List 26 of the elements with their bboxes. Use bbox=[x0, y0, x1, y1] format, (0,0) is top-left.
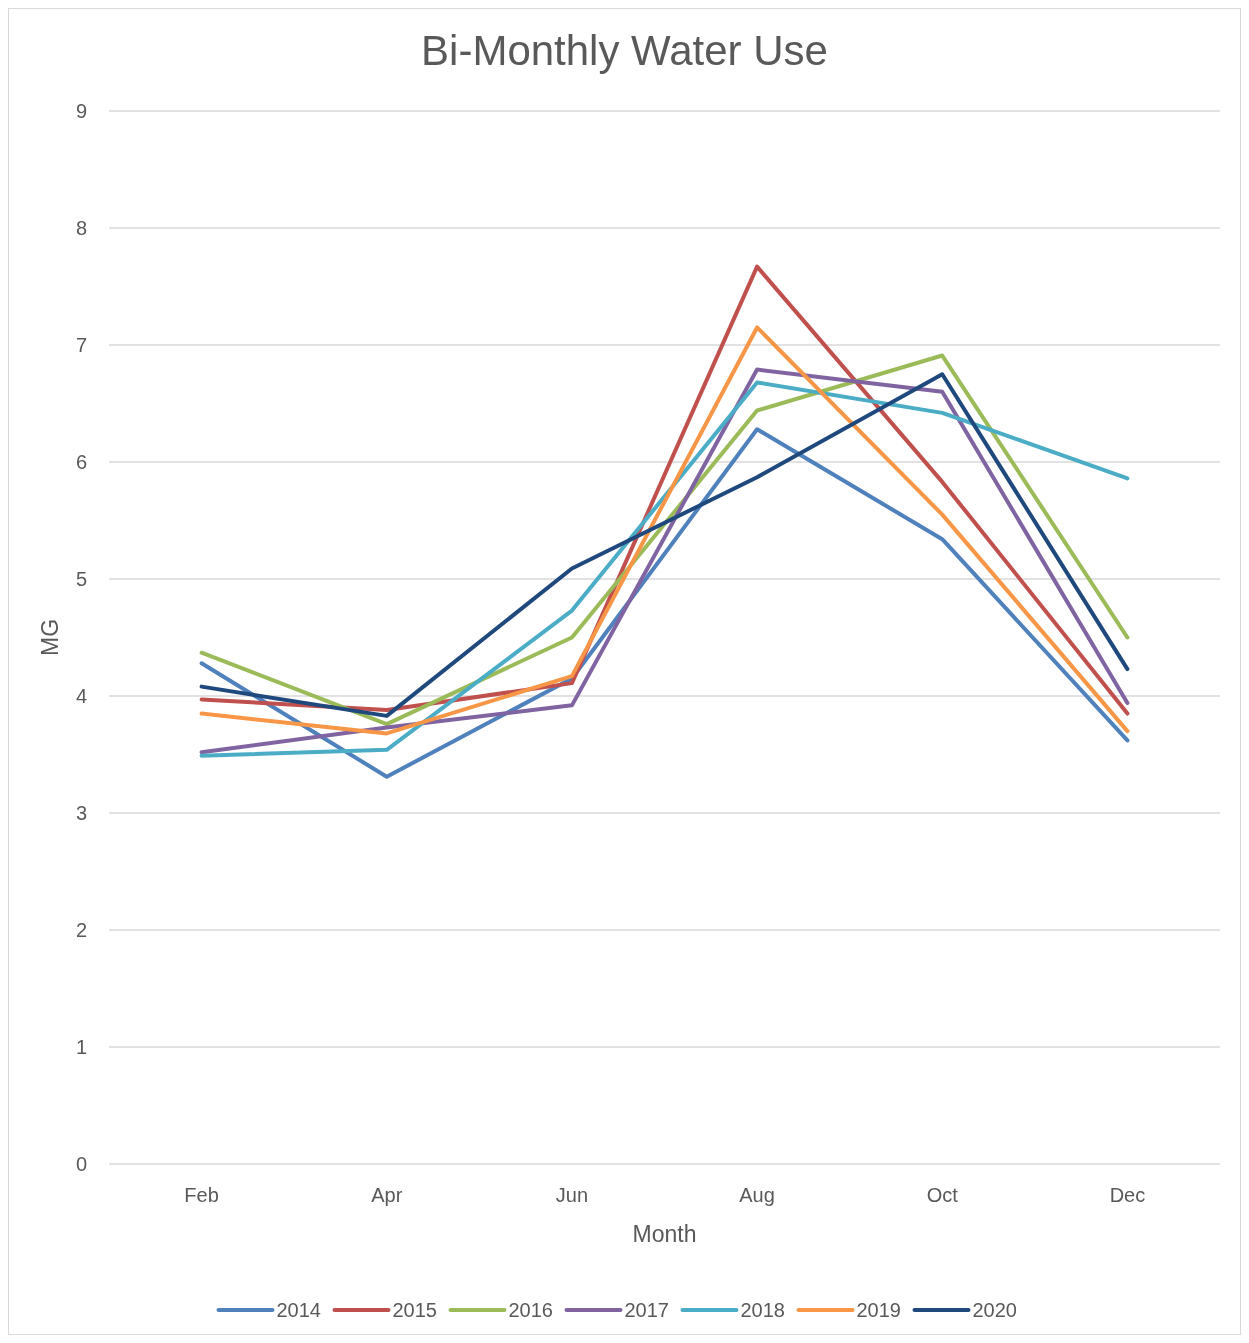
x-tick-label: Oct bbox=[926, 1184, 959, 1206]
x-axis-title: Month bbox=[632, 1221, 697, 1247]
legend-label: 2019 bbox=[856, 1299, 901, 1321]
x-tick-label: Jun bbox=[555, 1184, 589, 1206]
x-tick-label: Aug bbox=[739, 1184, 775, 1206]
legend-label: 2014 bbox=[276, 1299, 321, 1321]
y-axis-title: MG bbox=[37, 618, 63, 657]
legend-label: 2020 bbox=[972, 1299, 1017, 1321]
y-tick-label: 3 bbox=[75, 802, 87, 824]
chart-title: Bi-Monthly Water Use bbox=[421, 27, 828, 74]
legend-label: 2016 bbox=[508, 1299, 553, 1321]
y-tick-label: 5 bbox=[75, 568, 87, 590]
x-tick-label: Feb bbox=[184, 1184, 219, 1206]
y-tick-label: 0 bbox=[75, 1153, 87, 1175]
y-tick-label: 1 bbox=[75, 1036, 87, 1058]
x-tick-label: Apr bbox=[371, 1184, 403, 1206]
y-tick-label: 4 bbox=[75, 685, 87, 707]
legend-label: 2015 bbox=[392, 1299, 437, 1321]
y-tick-label: 9 bbox=[75, 100, 87, 122]
x-tick-label: Dec bbox=[1109, 1184, 1146, 1206]
y-tick-label: 2 bbox=[75, 919, 87, 941]
y-tick-label: 6 bbox=[75, 451, 87, 473]
y-tick-label: 8 bbox=[75, 217, 87, 239]
legend-label: 2018 bbox=[740, 1299, 785, 1321]
legend-label: 2017 bbox=[624, 1299, 669, 1321]
y-tick-label: 7 bbox=[75, 334, 87, 356]
